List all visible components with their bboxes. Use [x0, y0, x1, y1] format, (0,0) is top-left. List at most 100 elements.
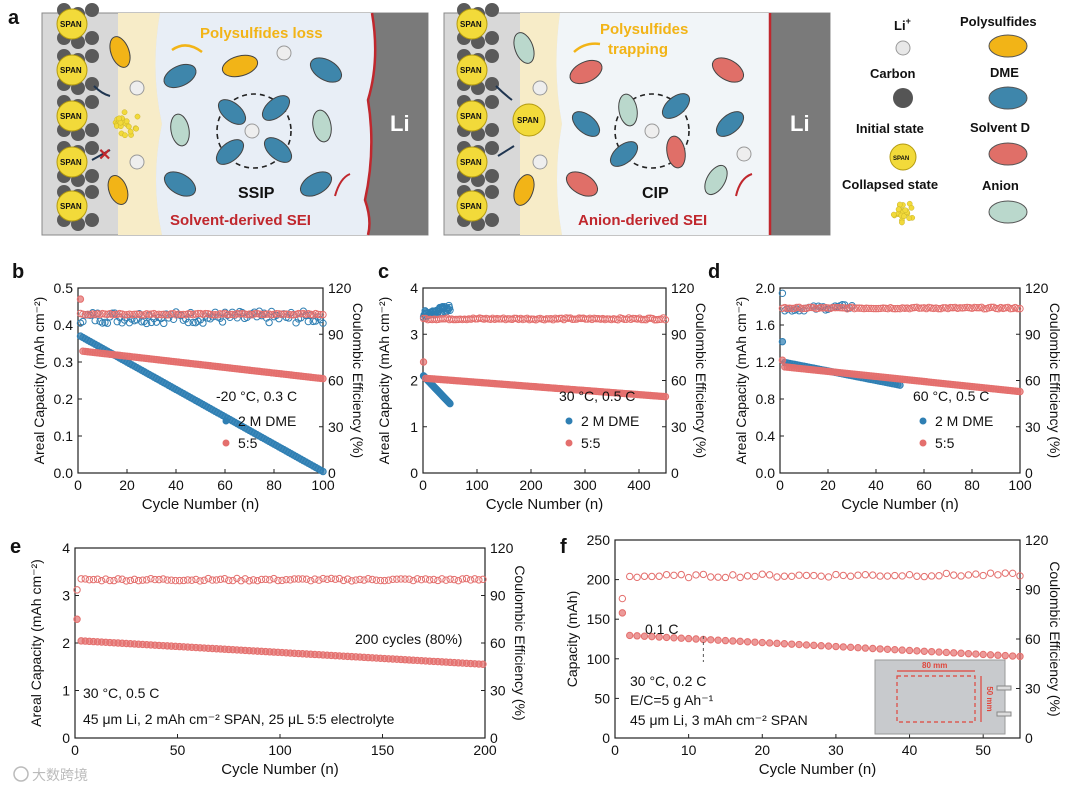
data-point: [950, 649, 958, 657]
carbon-particle: [85, 141, 99, 155]
data-point: [147, 574, 155, 583]
solvent-d-molecule: [569, 59, 603, 85]
data-point: [980, 305, 988, 313]
legend-label: 2 M DME: [581, 413, 639, 429]
x-tick-label: 10: [681, 742, 697, 758]
data-point: [979, 650, 987, 659]
data-point: [942, 569, 951, 578]
carbon-particle: [485, 31, 499, 45]
data-point: [910, 303, 919, 312]
carbon-particle: [485, 185, 499, 199]
data-point: [795, 571, 803, 579]
data-point: [179, 576, 188, 585]
condition-annotation: 30 °C, 0.5 C: [559, 388, 635, 404]
data-point: [102, 575, 110, 583]
left-sei-label: Solvent-derived SEI: [170, 212, 311, 229]
data-point: [155, 310, 163, 319]
data-point: [751, 638, 759, 646]
data-point: [278, 576, 286, 585]
y-right-tick-label: 60: [328, 373, 344, 389]
data-point: [174, 310, 183, 318]
span-sphere-label: SPAN: [460, 158, 482, 167]
y-right-tick-label: 30: [1025, 681, 1041, 697]
dme-molecule: [217, 99, 247, 125]
data-point: [450, 575, 458, 584]
data-point: [640, 572, 649, 580]
data-point: [188, 576, 196, 584]
data-point: [805, 303, 813, 312]
carbon-particle: [85, 169, 99, 183]
data-point: [316, 310, 325, 319]
legend-label: 2 M DME: [238, 413, 296, 429]
data-point: [707, 573, 715, 581]
y-right-tick-label: 120: [328, 280, 352, 296]
data-point: [108, 311, 117, 319]
y-axis-label-left: Areal Capacity (mAh cm⁻²): [376, 297, 392, 465]
data-point: [223, 310, 232, 319]
panel-letter: f: [560, 536, 567, 558]
collapsed-span-icon: [890, 200, 916, 226]
carbon-particle: [85, 49, 99, 63]
data-point: [413, 575, 422, 583]
legend-label: 5:5: [581, 435, 601, 451]
data-point: [860, 304, 868, 313]
data-point: [927, 572, 936, 580]
data-point: [898, 572, 906, 580]
data-point: [114, 575, 122, 583]
carbon-particle: [85, 123, 99, 137]
data-point: [780, 572, 789, 580]
data-point: [861, 571, 870, 579]
data-point: [360, 576, 368, 584]
x-tick-label: 40: [868, 477, 884, 493]
data-point: [194, 309, 202, 318]
span-sphere-label: SPAN: [460, 112, 482, 121]
y-right-tick-label: 0: [1025, 730, 1033, 746]
data-point: [189, 318, 197, 327]
y-tick-label: 200: [587, 572, 611, 588]
span-sphere: [456, 190, 488, 222]
legend-marker-blue: [565, 417, 573, 425]
data-point: [829, 303, 837, 312]
polysulfide-molecule: [513, 174, 535, 206]
data-point: [471, 575, 479, 583]
data-point: [73, 586, 81, 594]
x-axis-label: Cycle Number (n): [221, 761, 339, 778]
data-point: [319, 467, 327, 476]
data-point: [994, 651, 1002, 659]
data-point: [126, 576, 135, 585]
data-point: [311, 575, 319, 583]
data-point: [994, 571, 1002, 579]
data-point: [267, 311, 276, 319]
data-point: [466, 576, 475, 584]
data-point: [260, 310, 268, 319]
data-point: [626, 572, 634, 581]
x-tick-label: 300: [573, 477, 597, 493]
carbon-particle: [485, 169, 499, 183]
collapsed-particle: [121, 109, 128, 116]
y-right-tick-label: 30: [490, 683, 506, 699]
data-point: [130, 575, 139, 584]
data-point: [323, 575, 331, 584]
data-point: [881, 304, 890, 312]
solvent-d-molecule: [666, 135, 686, 169]
data-point: [175, 576, 184, 585]
data-point: [891, 571, 899, 580]
dme-molecule: [163, 63, 197, 89]
data-point: [343, 575, 352, 583]
chart-panels: b0 20 40 60 80 1000.00.10.20.30.40.5030609012…: [10, 261, 1063, 778]
data-point: [1013, 304, 1022, 313]
data-point: [957, 649, 965, 657]
dme-molecule: [715, 111, 745, 137]
data-point: [939, 304, 947, 312]
data-point: [855, 304, 863, 312]
y-tick-label: 0.0: [54, 465, 74, 481]
data-point: [430, 575, 438, 584]
data-point: [913, 647, 921, 655]
data-point: [765, 639, 774, 647]
data-point: [699, 570, 708, 579]
data-point: [142, 319, 151, 328]
polysulfide-molecule: [107, 175, 129, 205]
y-tick-label: 0.4: [756, 428, 776, 444]
